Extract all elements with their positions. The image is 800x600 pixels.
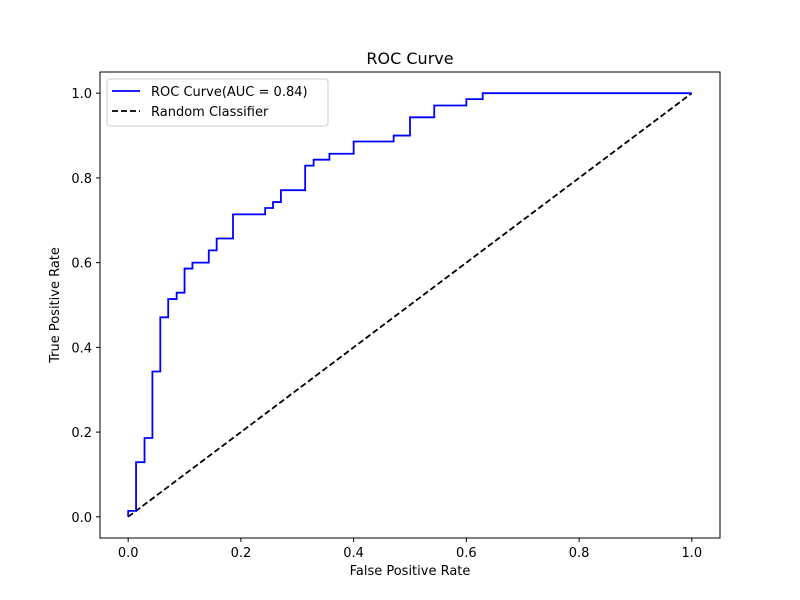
x-tick-label: 0.6 [456,546,477,561]
x-tick-label: 0.2 [231,546,252,561]
y-axis-ticks: 0.0 0.2 0.4 0.6 0.8 1.0 [71,87,100,526]
chart-title: ROC Curve [366,49,453,68]
roc-curve-line [127,92,692,517]
x-axis-label: False Positive Rate [350,564,471,579]
series-layer [127,92,693,518]
x-tick-label: 1.0 [681,546,702,561]
x-axis-ticks: 0.0 0.2 0.4 0.6 0.8 1.0 [118,538,702,561]
y-tick-label: 0.6 [71,257,92,272]
legend-label-roc: ROC Curve(AUC = 0.84) [151,85,308,100]
x-tick-label: 0.8 [569,546,590,561]
x-tick-label: 0.4 [343,546,364,561]
y-tick-label: 0.8 [71,172,92,187]
legend: ROC Curve(AUC = 0.84) Random Classifier [106,78,329,127]
y-axis-label: True Positive Rate [48,247,63,364]
random-classifier-line [127,92,693,518]
y-tick-label: 0.4 [71,341,92,356]
y-tick-label: 1.0 [71,87,92,102]
x-tick-label: 0.0 [118,546,139,561]
y-tick-label: 0.2 [71,426,92,441]
plot-frame [99,71,721,539]
y-tick-label: 0.0 [71,511,92,526]
legend-box [106,78,329,127]
legend-label-random: Random Classifier [151,105,269,120]
